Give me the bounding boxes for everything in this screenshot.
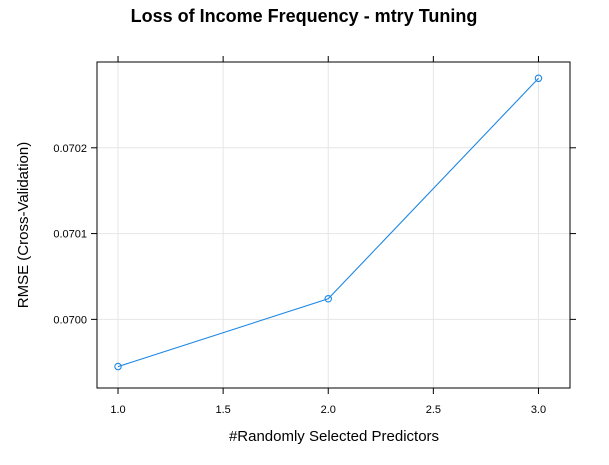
series-layer bbox=[114, 74, 543, 371]
chart-title: Loss of Income Frequency - mtry Tuning bbox=[131, 6, 478, 26]
axis-ticks: 1.0 1.5 2.0 2.5 3.0 0.0700 0.0701 0.0702 bbox=[53, 56, 576, 416]
plot-frame bbox=[96, 61, 571, 389]
x-tick-label: 3.0 bbox=[531, 404, 546, 416]
grid bbox=[97, 62, 570, 388]
series-line bbox=[117, 77, 539, 368]
data-point bbox=[324, 295, 332, 303]
x-tick-label: 1.0 bbox=[110, 404, 125, 416]
data-point bbox=[114, 362, 122, 371]
x-tick-label: 1.5 bbox=[215, 404, 230, 416]
x-axis-label: #Randomly Selected Predictors bbox=[229, 428, 439, 445]
y-tick-label: 0.0701 bbox=[53, 229, 87, 241]
y-tick-label: 0.0700 bbox=[53, 314, 87, 326]
y-axis-label: RMSE (Cross-Validation) bbox=[15, 142, 32, 308]
x-tick-label: 2.5 bbox=[426, 404, 441, 416]
y-tick-label: 0.0702 bbox=[53, 143, 87, 155]
x-tick-label: 2.0 bbox=[321, 404, 336, 416]
data-point bbox=[534, 74, 543, 83]
